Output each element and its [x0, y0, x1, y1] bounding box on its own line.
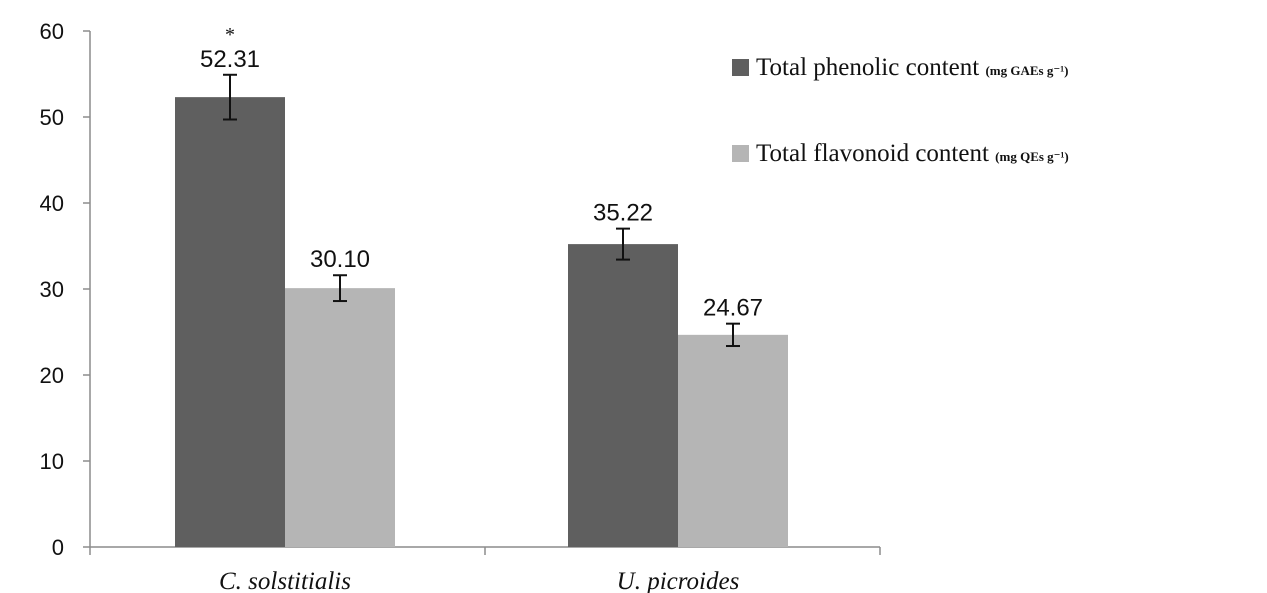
legend-unit: (mg GAEs g⁻¹): [985, 63, 1068, 78]
bars: [175, 73, 788, 547]
y-tick-label: 50: [40, 105, 64, 130]
x-category-label: U. picroides: [617, 568, 740, 593]
legend-label: Total phenolic content: [756, 54, 985, 81]
y-tick-label: 60: [40, 19, 64, 44]
legend: Total phenolic content (mg GAEs g⁻¹)Tota…: [732, 54, 1069, 167]
data-label: 30.10: [310, 246, 370, 273]
bar-phenolic-1: [568, 244, 678, 547]
data-label: 24.67: [703, 295, 763, 322]
data-labels: 52.31 35.22 30.10 24.67 *: [200, 24, 763, 322]
legend-entry: Total phenolic content (mg GAEs g⁻¹): [756, 54, 1068, 81]
y-tick-label: 40: [40, 191, 64, 216]
legend-label: Total flavonoid content: [756, 140, 995, 167]
bar-flavonoid-1: [678, 334, 788, 547]
x-category-label: C. solstitialis: [219, 568, 351, 593]
legend-entry: Total flavonoid content (mg QEs g⁻¹): [756, 140, 1069, 167]
y-tick-label: 30: [40, 277, 64, 302]
bar-phenolic-0: [175, 97, 285, 547]
legend-unit: (mg QEs g⁻¹): [995, 149, 1069, 164]
data-label: 52.31: [200, 46, 260, 73]
bar-flavonoid-0: [285, 288, 395, 547]
significance-asterisk: *: [225, 24, 235, 46]
y-tick-label: 20: [40, 363, 64, 388]
legend-swatch: [732, 145, 749, 162]
data-label: 35.22: [593, 200, 653, 227]
y-tick-label: 10: [40, 449, 64, 474]
y-tick-label: 0: [52, 535, 64, 560]
legend-swatch: [732, 59, 749, 76]
